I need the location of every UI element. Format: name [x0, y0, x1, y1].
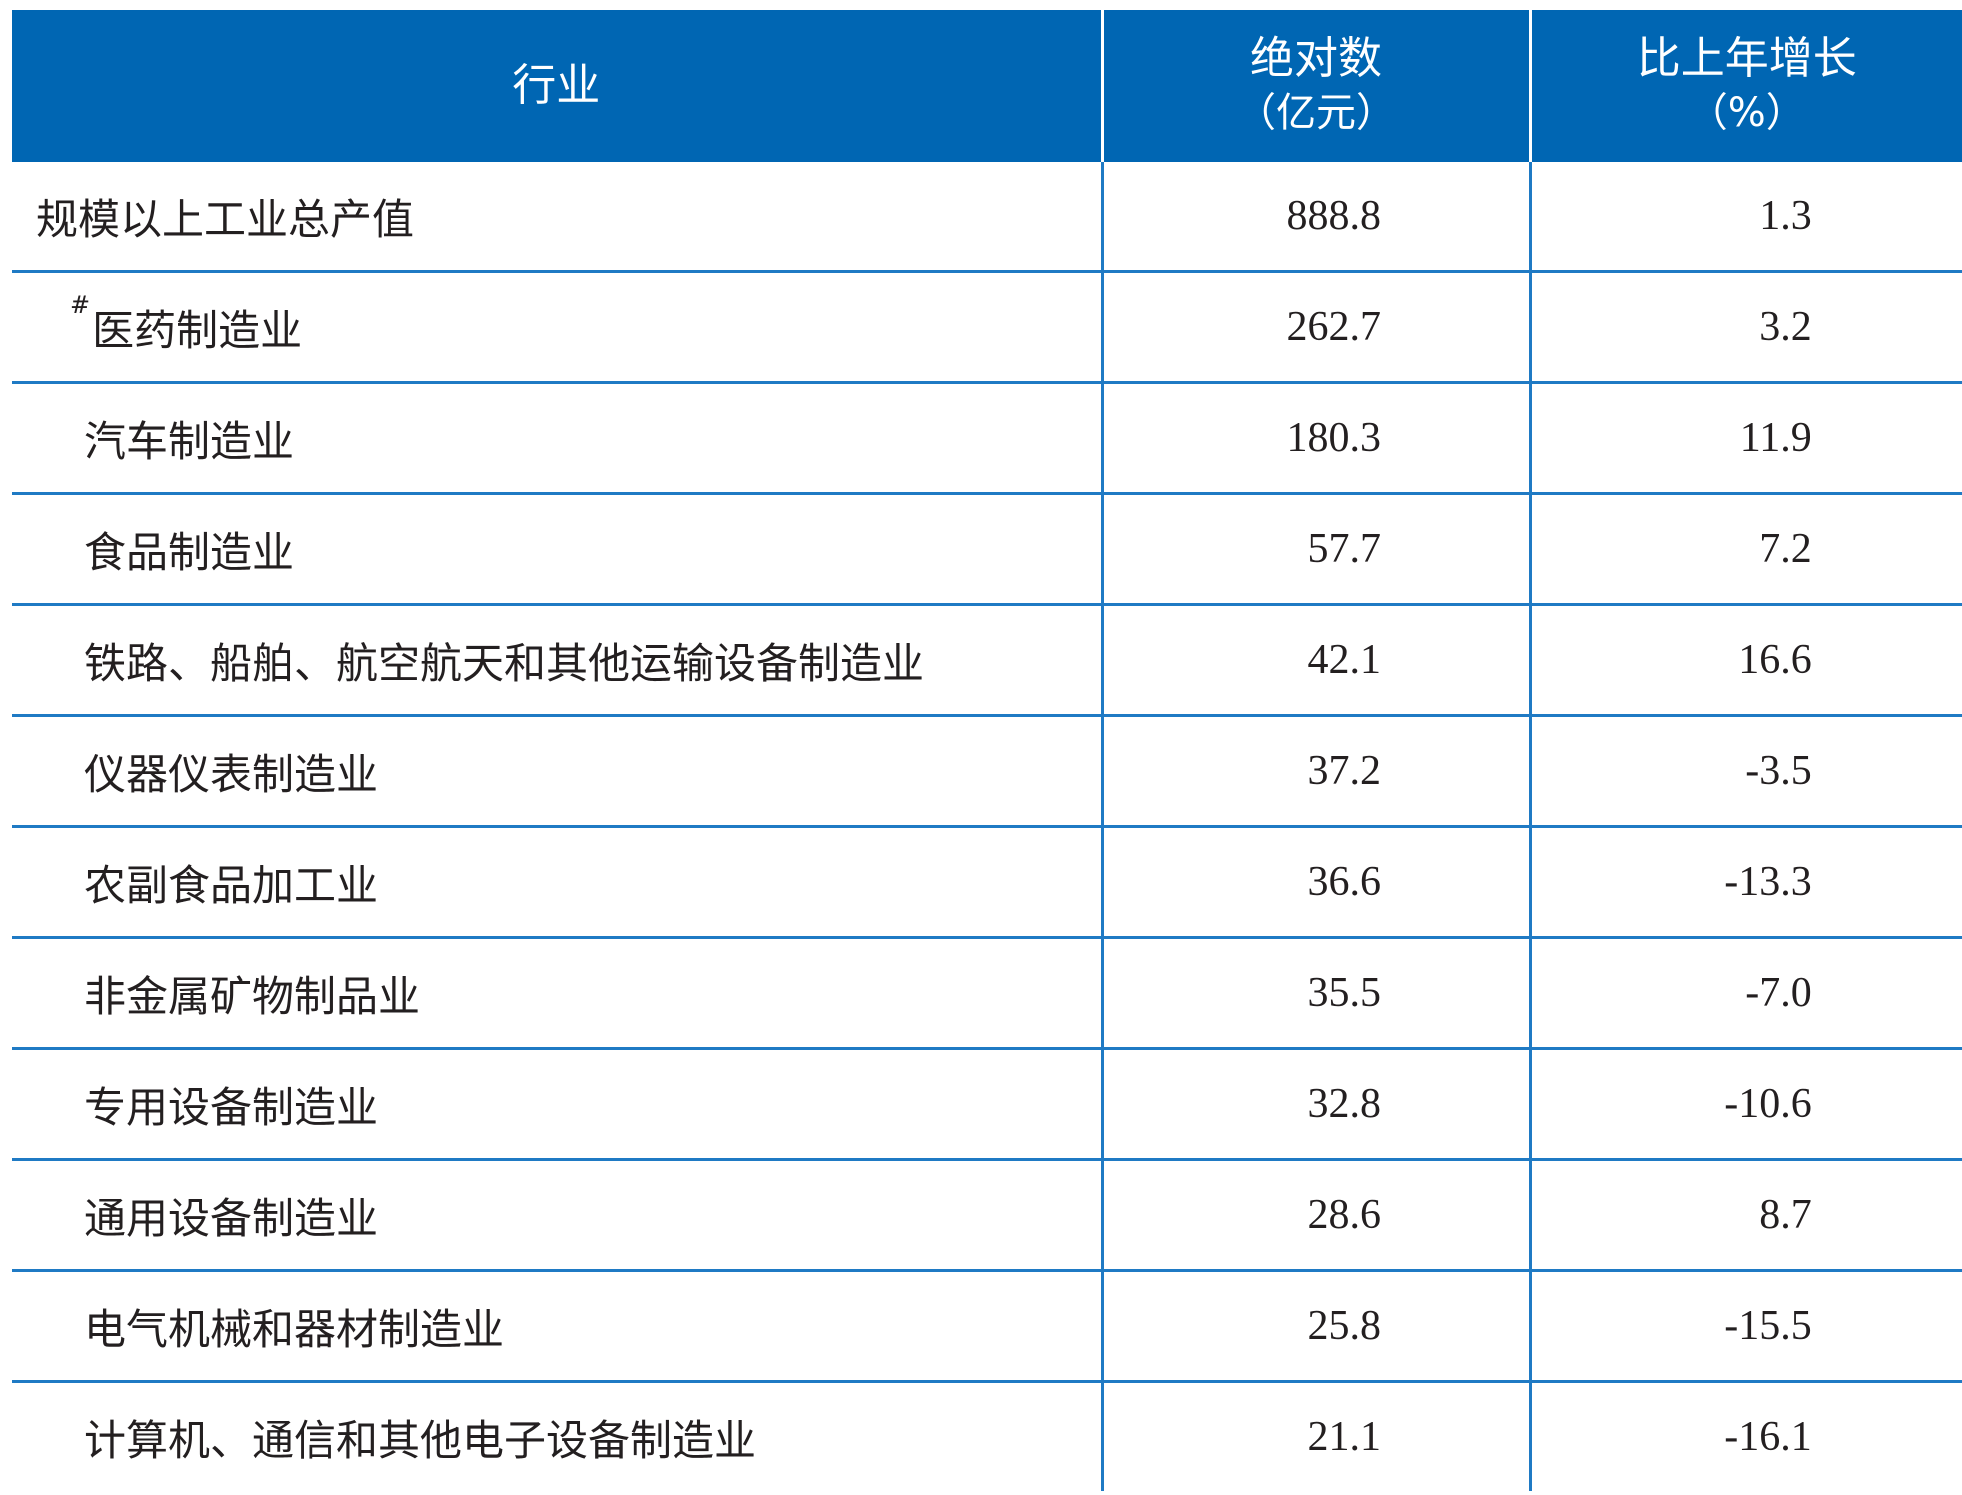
table-row: 汽车制造业 180.3 11.9 — [12, 381, 1962, 494]
value-cell: 37.2 — [1100, 714, 1530, 827]
table-header: 行业 绝对数 （亿元） 比上年增长 （%） — [12, 10, 1962, 162]
value-cell: 57.7 — [1100, 492, 1530, 605]
value-cell: 888.8 — [1100, 162, 1530, 272]
header-growth-unit: （%） — [1687, 90, 1806, 136]
growth-value: -7.0 — [1745, 970, 1812, 1016]
industry-output-table: 行业 绝对数 （亿元） 比上年增长 （%） 规模以上工业总产值 888.8 1.… — [12, 10, 1962, 1491]
growth-cell: -13.3 — [1528, 825, 1962, 938]
industry-name: 医药制造业 — [92, 305, 303, 355]
industry-name-cell: 非金属矿物制品业 — [12, 936, 1102, 1049]
industry-name-cell: #医药制造业 — [12, 270, 1102, 383]
growth-value: -13.3 — [1724, 859, 1812, 905]
growth-cell: -15.5 — [1528, 1269, 1962, 1382]
table-row: #医药制造业 262.7 3.2 — [12, 270, 1962, 383]
growth-cell: -16.1 — [1528, 1380, 1962, 1491]
absolute-value: 42.1 — [1307, 637, 1382, 683]
table-row: 通用设备制造业 28.6 8.7 — [12, 1158, 1962, 1271]
growth-cell: -10.6 — [1528, 1047, 1962, 1160]
growth-cell: 1.3 — [1528, 162, 1962, 272]
footnote-mark: # — [70, 290, 91, 319]
absolute-value: 36.6 — [1307, 859, 1382, 905]
industry-name-cell: 仪器仪表制造业 — [12, 714, 1102, 827]
absolute-value: 32.8 — [1307, 1081, 1382, 1127]
table-row: 规模以上工业总产值 888.8 1.3 — [12, 162, 1962, 272]
header-growth-label: 比上年增长 — [1636, 33, 1857, 84]
table-row: 铁路、船舶、航空航天和其他运输设备制造业 42.1 16.6 — [12, 603, 1962, 716]
table-row: 仪器仪表制造业 37.2 -3.5 — [12, 714, 1962, 827]
value-cell: 25.8 — [1100, 1269, 1530, 1382]
value-cell: 32.8 — [1100, 1047, 1530, 1160]
header-absolute-unit: （亿元） — [1236, 90, 1396, 136]
table-row: 电气机械和器材制造业 25.8 -15.5 — [12, 1269, 1962, 1382]
absolute-value: 262.7 — [1286, 304, 1382, 350]
value-cell: 36.6 — [1100, 825, 1530, 938]
industry-name: 电气机械和器材制造业 — [84, 1304, 505, 1354]
industry-name: 铁路、船舶、航空航天和其他运输设备制造业 — [84, 638, 925, 688]
growth-value: 8.7 — [1759, 1192, 1812, 1238]
industry-name: 专用设备制造业 — [84, 1082, 379, 1132]
industry-name-cell: 通用设备制造业 — [12, 1158, 1102, 1271]
industry-name: 食品制造业 — [84, 527, 295, 577]
industry-name: 规模以上工业总产值 — [36, 194, 415, 244]
header-row: 行业 绝对数 （亿元） 比上年增长 （%） — [12, 10, 1962, 162]
absolute-value: 888.8 — [1286, 193, 1382, 239]
industry-name: 计算机、通信和其他电子设备制造业 — [84, 1415, 757, 1465]
value-cell: 180.3 — [1100, 381, 1530, 494]
table-row: 农副食品加工业 36.6 -13.3 — [12, 825, 1962, 938]
growth-value: -15.5 — [1724, 1303, 1812, 1349]
growth-value: 7.2 — [1759, 526, 1812, 572]
industry-name: 汽车制造业 — [84, 416, 295, 466]
value-cell: 262.7 — [1100, 270, 1530, 383]
industry-name: 通用设备制造业 — [84, 1193, 379, 1243]
industry-name: 农副食品加工业 — [84, 860, 379, 910]
industry-name-cell: 食品制造业 — [12, 492, 1102, 605]
growth-cell: -7.0 — [1528, 936, 1962, 1049]
header-absolute-value: 绝对数 （亿元） — [1100, 10, 1530, 162]
industry-name-cell: 铁路、船舶、航空航天和其他运输设备制造业 — [12, 603, 1102, 716]
industry-name: 仪器仪表制造业 — [84, 749, 379, 799]
growth-value: 3.2 — [1759, 304, 1812, 350]
industry-name-cell: 计算机、通信和其他电子设备制造业 — [12, 1380, 1102, 1491]
industry-name-cell: 专用设备制造业 — [12, 1047, 1102, 1160]
growth-value: -10.6 — [1724, 1081, 1812, 1127]
industry-output-table-container: 行业 绝对数 （亿元） 比上年增长 （%） 规模以上工业总产值 888.8 1.… — [12, 10, 1962, 1491]
absolute-value: 35.5 — [1307, 970, 1382, 1016]
header-absolute-label: 绝对数 — [1250, 33, 1382, 84]
absolute-value: 180.3 — [1286, 415, 1382, 461]
growth-cell: 8.7 — [1528, 1158, 1962, 1271]
value-cell: 28.6 — [1100, 1158, 1530, 1271]
table-row: 计算机、通信和其他电子设备制造业 21.1 -16.1 — [12, 1380, 1962, 1491]
growth-value: 11.9 — [1739, 415, 1812, 461]
growth-cell: 7.2 — [1528, 492, 1962, 605]
industry-name: 非金属矿物制品业 — [84, 971, 421, 1021]
growth-cell: -3.5 — [1528, 714, 1962, 827]
growth-cell: 16.6 — [1528, 603, 1962, 716]
absolute-value: 57.7 — [1307, 526, 1382, 572]
absolute-value: 25.8 — [1307, 1303, 1382, 1349]
growth-cell: 11.9 — [1528, 381, 1962, 494]
growth-value: 16.6 — [1738, 637, 1812, 683]
value-cell: 21.1 — [1100, 1380, 1530, 1491]
value-cell: 35.5 — [1100, 936, 1530, 1049]
industry-name-cell: 规模以上工业总产值 — [12, 162, 1102, 272]
table-row: 非金属矿物制品业 35.5 -7.0 — [12, 936, 1962, 1049]
growth-cell: 3.2 — [1528, 270, 1962, 383]
header-growth: 比上年增长 （%） — [1528, 10, 1962, 162]
growth-value: -3.5 — [1745, 748, 1812, 794]
table-row: 食品制造业 57.7 7.2 — [12, 492, 1962, 605]
industry-name-cell: 电气机械和器材制造业 — [12, 1269, 1102, 1382]
industry-name-cell: 汽车制造业 — [12, 381, 1102, 494]
table-row: 专用设备制造业 32.8 -10.6 — [12, 1047, 1962, 1160]
absolute-value: 37.2 — [1307, 748, 1382, 794]
industry-name-cell: 农副食品加工业 — [12, 825, 1102, 938]
growth-value: 1.3 — [1759, 193, 1812, 239]
table-body: 规模以上工业总产值 888.8 1.3 #医药制造业 262.7 3.2 汽车制… — [12, 162, 1962, 1491]
absolute-value: 21.1 — [1307, 1414, 1382, 1460]
growth-value: -16.1 — [1724, 1414, 1812, 1460]
value-cell: 42.1 — [1100, 603, 1530, 716]
absolute-value: 28.6 — [1307, 1192, 1382, 1238]
header-industry: 行业 — [12, 10, 1102, 162]
